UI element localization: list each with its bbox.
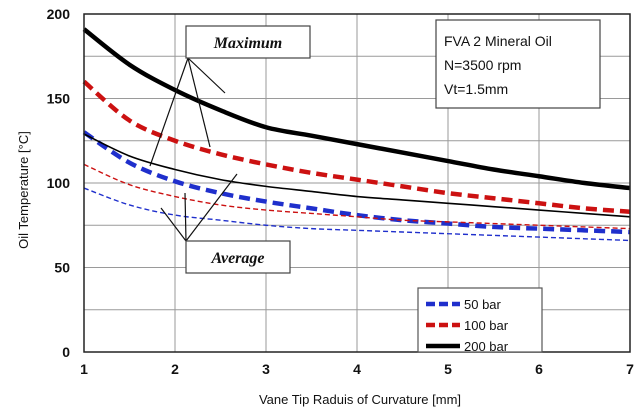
series-line-50-bar-average	[83, 187, 631, 242]
annotation-maximum: Maximum	[149, 25, 311, 167]
series-lines	[82, 27, 631, 242]
average-arrow-1	[160, 207, 187, 242]
x-axis-label: Vane Tip Raduis of Curvature [mm]	[259, 392, 461, 407]
x-tick-label: 3	[262, 361, 270, 377]
x-tick-label: 1	[80, 361, 88, 377]
average-label: Average	[210, 250, 264, 267]
maximum-arrow-1	[149, 57, 189, 167]
x-tick-label: 2	[171, 361, 179, 377]
x-tick-label: 4	[353, 361, 361, 377]
legend-label: 50 bar	[464, 297, 502, 312]
legend-label: 100 bar	[464, 318, 509, 333]
info-line-1: FVA 2 Mineral Oil	[444, 33, 552, 49]
tick-labels: 1 2 3 4 5 6 7 0 50 100 150 200	[47, 6, 634, 377]
maximum-arrow-2	[187, 57, 211, 148]
x-tick-label: 5	[444, 361, 452, 377]
annotation-average: Average	[160, 173, 291, 274]
y-tick-label: 200	[47, 6, 71, 22]
y-tick-label: 150	[47, 91, 71, 107]
series-line-100-bar-maximum	[82, 79, 631, 214]
average-arrow-3	[185, 173, 238, 242]
series-line-200-bar-average	[83, 133, 631, 218]
info-box: FVA 2 Mineral Oil N=3500 rpm Vt=1.5mm	[435, 19, 601, 109]
y-tick-label: 50	[54, 260, 70, 276]
series-line-50-bar-maximum	[82, 130, 631, 235]
maximum-label: Maximum	[213, 35, 282, 52]
x-tick-label: 7	[626, 361, 634, 377]
y-axis-label: Oil Temperature [°C]	[16, 131, 31, 249]
series-line-200-bar-maximum	[82, 27, 631, 191]
average-arrow-2	[184, 192, 187, 242]
y-tick-label: 100	[47, 175, 71, 191]
series-line-100-bar-average	[83, 163, 631, 230]
legend: 50 bar 100 bar 200 bar	[417, 287, 543, 354]
info-line-3: Vt=1.5mm	[444, 81, 508, 97]
info-line-2: N=3500 rpm	[444, 57, 521, 73]
maximum-arrow-3	[187, 57, 226, 94]
x-tick-label: 6	[535, 361, 543, 377]
y-tick-label: 0	[62, 344, 70, 360]
plot-frame	[83, 13, 631, 353]
legend-label: 200 bar	[464, 339, 509, 354]
